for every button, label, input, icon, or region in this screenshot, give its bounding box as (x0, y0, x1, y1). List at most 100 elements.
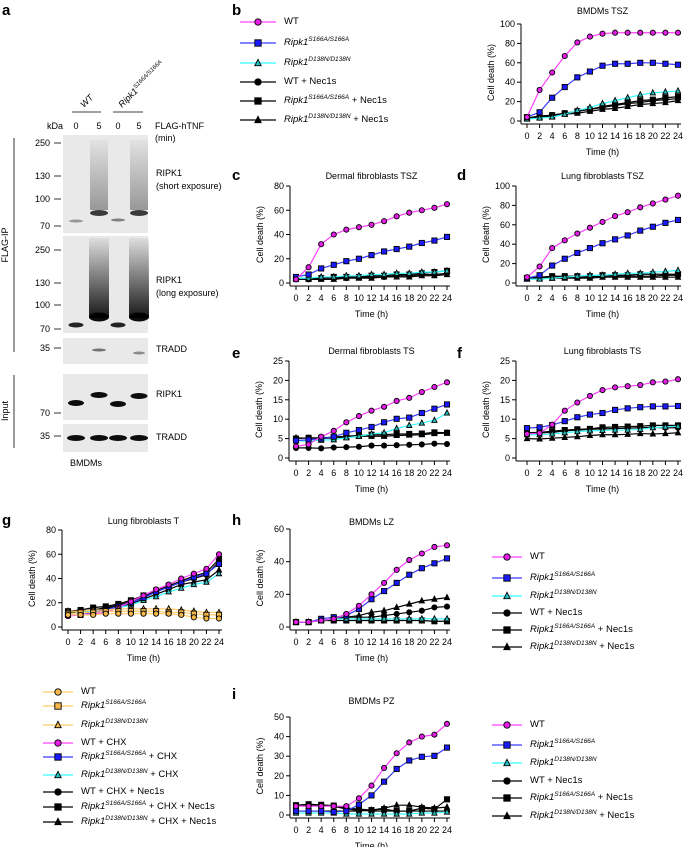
data-point-circle (574, 399, 581, 406)
data-point-triangle (599, 271, 606, 278)
x-tick-label: 8 (344, 637, 349, 647)
data-point-square (406, 757, 413, 764)
lane-label: 0 (115, 121, 120, 131)
data-point-circle (305, 441, 312, 448)
y-axis-label: Cell death (%) (255, 206, 265, 263)
data-point-triangle (330, 272, 338, 280)
data-point-triangle (393, 809, 400, 817)
data-point-circle (624, 209, 631, 216)
data-point-square (561, 83, 568, 91)
data-point-circle (406, 394, 413, 401)
data-point-square (393, 765, 400, 772)
protein-band (68, 400, 84, 406)
section-label-flag-ip: FLAG-IP (0, 227, 10, 262)
data-point-circle (393, 442, 400, 449)
kda-marker: 250 (35, 245, 50, 255)
data-point-circle (330, 803, 337, 810)
y-tick-label: 40 (505, 77, 515, 87)
data-point-triangle (203, 578, 210, 585)
data-point-square (549, 262, 556, 269)
data-point-circle (343, 803, 350, 810)
chart-title: BMDMs LZ (349, 517, 395, 527)
x-tick-label: 6 (562, 131, 567, 141)
data-point-square (549, 94, 556, 101)
data-point-square (624, 405, 631, 412)
data-point-triangle (443, 408, 451, 416)
data-point-circle (190, 614, 197, 621)
data-point-circle (54, 788, 62, 796)
x-tick-label: 16 (392, 293, 402, 303)
data-point-triangle (561, 428, 569, 436)
data-point-circle (662, 29, 669, 36)
legend-item-h-1: Ripk1S166A/S166A (530, 571, 596, 583)
y-tick-label: 0 (279, 278, 284, 288)
x-tick-label: 22 (429, 468, 439, 478)
x-tick-label: 20 (648, 468, 658, 478)
x-tick-label: 2 (306, 825, 311, 835)
data-point-square (662, 219, 669, 226)
data-point-circle (612, 29, 619, 36)
data-point-circle (381, 218, 388, 225)
x-tick-label: 10 (126, 637, 136, 647)
legend-item-h-2: Ripk1D138N/D138N (530, 589, 597, 601)
data-point-triangle (649, 429, 657, 437)
data-point-square (292, 437, 300, 444)
data-point-square (330, 433, 337, 440)
data-point-triangle (586, 431, 594, 439)
data-point-circle (355, 413, 362, 420)
data-point-circle (115, 610, 122, 617)
x-tick-label: 4 (91, 637, 96, 647)
x-tick-label: 0 (524, 468, 529, 478)
data-point-triangle (54, 817, 62, 826)
x-tick-label: 4 (319, 825, 324, 835)
data-point-circle (574, 230, 581, 237)
data-point-circle (406, 739, 413, 746)
data-point-square (443, 555, 451, 562)
series-b-0 (523, 29, 682, 121)
data-point-circle (178, 611, 185, 618)
data-point-square (674, 216, 682, 224)
data-point-circle (637, 382, 644, 389)
y-tick-label: 40 (46, 574, 56, 584)
data-point-triangle (380, 614, 388, 622)
data-point-triangle (574, 106, 581, 113)
data-point-square (54, 702, 62, 710)
data-point-circle (54, 739, 62, 747)
x-axis-label: Time (h) (355, 484, 388, 494)
y-tick-label: 80 (46, 525, 56, 535)
data-point-triangle (624, 425, 631, 433)
x-tick-label: 18 (635, 293, 645, 303)
kda-marker: 100 (35, 300, 50, 310)
data-point-triangle (405, 801, 413, 808)
data-point-circle (662, 96, 669, 103)
y-tick-label: 40 (500, 239, 510, 249)
section-label-input: Input (0, 400, 10, 421)
y-tick-label: 20 (273, 375, 283, 385)
data-point-square (503, 626, 511, 634)
data-point-triangle (503, 811, 511, 820)
protein-band (111, 218, 125, 222)
y-tick-label: 0 (279, 622, 284, 632)
data-point-square (355, 427, 362, 434)
data-point-circle (254, 18, 262, 26)
legend-item-h-5: Ripk1D138N/D138N + Nec1s (530, 640, 635, 652)
x-tick-label: 24 (214, 637, 224, 647)
x-tick-label: 14 (151, 637, 161, 647)
data-point-square (406, 430, 413, 437)
data-point-circle (599, 387, 606, 394)
x-tick-label: 14 (379, 293, 389, 303)
x-axis-label: Time (h) (355, 841, 388, 847)
data-point-triangle (418, 418, 426, 426)
x-axis-label: Time (h) (127, 653, 160, 663)
kda-marker: 35 (40, 431, 50, 441)
data-point-triangle (343, 433, 350, 441)
data-point-circle (215, 551, 223, 558)
legend-item-i-0: WT (530, 719, 545, 730)
data-point-square (305, 271, 312, 278)
y-tick-label: 20 (274, 254, 284, 264)
data-point-circle (368, 782, 375, 789)
y-tick-label: 60 (500, 220, 510, 230)
data-point-circle (153, 586, 160, 593)
x-tick-label: 16 (623, 468, 633, 478)
